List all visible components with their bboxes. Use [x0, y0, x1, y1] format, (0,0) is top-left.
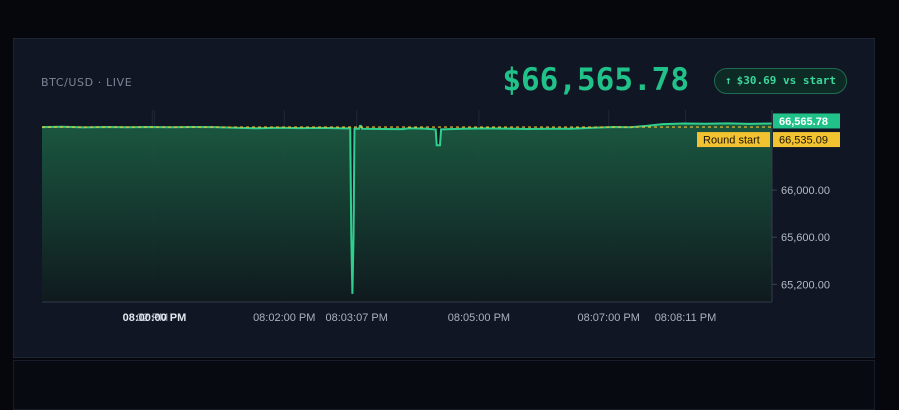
- x-tick-label: 08:05:00 PM: [448, 312, 510, 324]
- x-tick-label: 08:02:00 PM: [253, 312, 315, 324]
- price-area: [42, 123, 772, 303]
- current-price-tag: [773, 113, 840, 129]
- round-start-value-tag: [773, 132, 840, 148]
- delta-badge: ↑ $30.69 vs start: [714, 68, 847, 94]
- x-tick-label: 08:00:00 PM: [123, 312, 187, 324]
- current-price-tag-label: 66,565.78: [779, 116, 828, 128]
- delta-text: $30.69 vs start: [736, 74, 836, 87]
- arrow-up-icon: ↑: [725, 74, 732, 87]
- current-price: $66,565.78: [502, 62, 689, 98]
- x-tick-label: 08:03:07 PM: [326, 312, 388, 324]
- x-tick-label: 02 PM: [136, 312, 168, 324]
- pair-label: BTC/USD · LIVE: [41, 76, 133, 89]
- round-start-tag: [697, 132, 770, 148]
- secondary-panel: [13, 360, 875, 410]
- chart-header: BTC/USD · LIVE $66,565.78 ↑ $30.69 vs sta…: [13, 38, 875, 358]
- y-tick-label: 66,000.00: [781, 185, 830, 197]
- x-tick-label: 08:08:11 PM: [655, 312, 717, 324]
- x-tick-label: 08:07:00 PM: [578, 312, 640, 324]
- y-tick-label: 65,600.00: [781, 232, 830, 244]
- round-start-value-label: 66,535.09: [779, 135, 828, 147]
- round-start-tag-label: Round start: [703, 135, 760, 147]
- y-tick-label: 65,200.00: [781, 279, 830, 291]
